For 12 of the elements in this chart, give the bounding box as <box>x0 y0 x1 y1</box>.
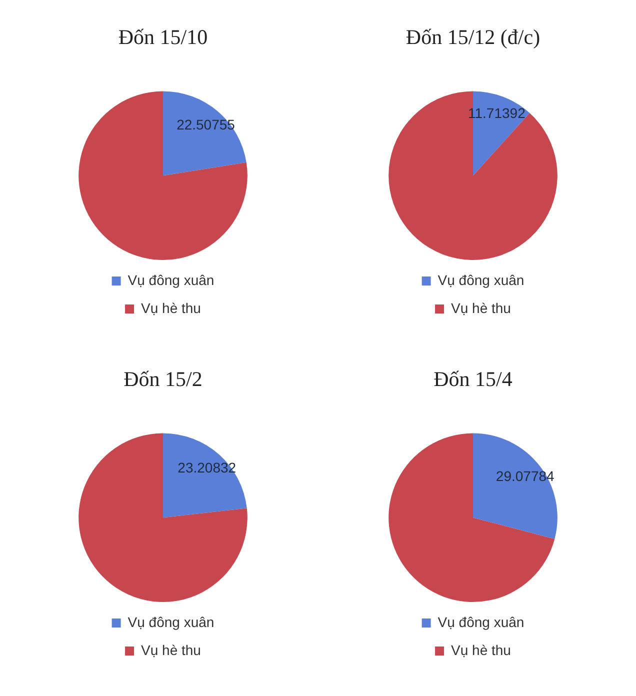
legend-label: Vụ hè thu <box>451 642 511 658</box>
chart-title: Đốn 15/10 <box>118 25 208 50</box>
legend-label: Vụ hè thu <box>141 642 201 658</box>
chart-title: Đốn 15/4 <box>434 367 513 392</box>
legend-label: Vụ hè thu <box>451 300 511 316</box>
chart-title: Đốn 15/12 (đ/c) <box>406 25 540 50</box>
legend-label: Vụ đông xuân <box>128 614 214 630</box>
legend-label: Vụ đông xuân <box>128 272 214 288</box>
legend-label: Vụ hè thu <box>141 300 201 316</box>
legend-label: Vụ đông xuân <box>438 614 524 630</box>
legend-label: Vụ đông xuân <box>438 272 524 288</box>
chart-title: Đốn 15/2 <box>124 367 202 392</box>
